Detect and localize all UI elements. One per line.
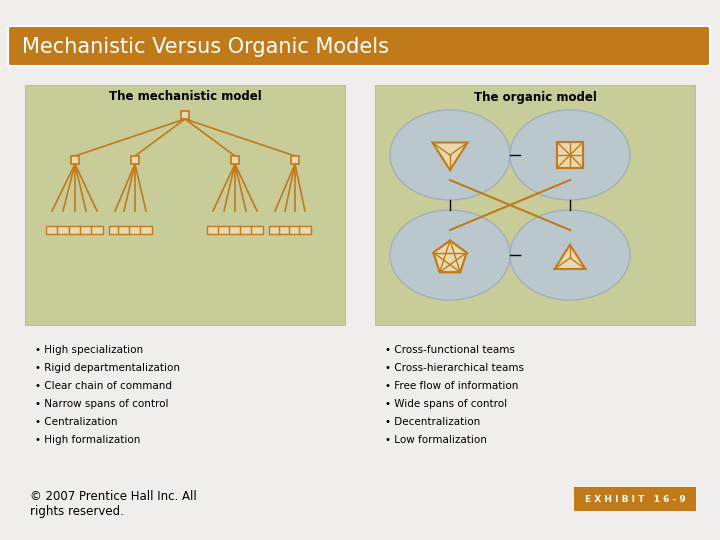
Text: E X H I B I T   1 6 - 9: E X H I B I T 1 6 - 9 (585, 495, 685, 503)
Text: • Wide spans of control: • Wide spans of control (385, 399, 507, 409)
Bar (289, 226, 301, 234)
Text: • Decentralization: • Decentralization (385, 417, 480, 427)
Bar (291, 156, 299, 164)
Bar (131, 156, 139, 164)
FancyBboxPatch shape (25, 85, 345, 325)
Polygon shape (554, 245, 585, 269)
FancyBboxPatch shape (375, 85, 695, 325)
Bar (46, 226, 58, 234)
Bar (557, 142, 583, 168)
Text: The organic model: The organic model (474, 91, 596, 104)
Ellipse shape (510, 110, 630, 200)
Polygon shape (433, 143, 467, 170)
Bar (91, 226, 103, 234)
Ellipse shape (510, 210, 630, 300)
Bar (109, 226, 121, 234)
Text: • Low formalization: • Low formalization (385, 435, 487, 445)
Bar (207, 226, 219, 234)
FancyBboxPatch shape (574, 487, 696, 511)
Text: © 2007 Prentice Hall Inc. All
rights reserved.: © 2007 Prentice Hall Inc. All rights res… (30, 490, 197, 518)
Text: • Narrow spans of control: • Narrow spans of control (35, 399, 168, 409)
Text: • Rigid departmentalization: • Rigid departmentalization (35, 363, 180, 373)
Text: • High specialization: • High specialization (35, 345, 143, 355)
Text: The mechanistic model: The mechanistic model (109, 91, 261, 104)
Bar (71, 156, 79, 164)
Bar (218, 226, 230, 234)
Bar (299, 226, 311, 234)
Bar (269, 226, 281, 234)
Bar (80, 226, 92, 234)
Text: • High formalization: • High formalization (35, 435, 140, 445)
Bar (129, 226, 141, 234)
Text: • Cross-hierarchical teams: • Cross-hierarchical teams (385, 363, 524, 373)
Bar (229, 226, 241, 234)
Bar (279, 226, 291, 234)
Ellipse shape (390, 210, 510, 300)
Bar (231, 156, 239, 164)
Bar (240, 226, 252, 234)
Bar (251, 226, 263, 234)
Bar (118, 226, 130, 234)
FancyBboxPatch shape (8, 26, 710, 66)
Polygon shape (433, 240, 467, 272)
Text: • Free flow of information: • Free flow of information (385, 381, 518, 391)
Bar (57, 226, 69, 234)
Bar (140, 226, 152, 234)
Bar (181, 111, 189, 119)
Text: • Cross-functional teams: • Cross-functional teams (385, 345, 515, 355)
Ellipse shape (390, 110, 510, 200)
Text: • Centralization: • Centralization (35, 417, 117, 427)
Text: Mechanistic Versus Organic Models: Mechanistic Versus Organic Models (22, 37, 389, 57)
Bar (69, 226, 81, 234)
Text: • Clear chain of command: • Clear chain of command (35, 381, 172, 391)
